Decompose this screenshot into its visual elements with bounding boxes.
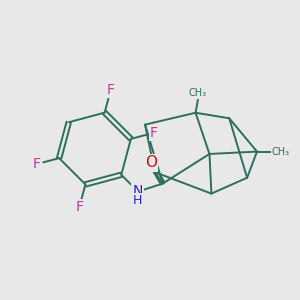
Text: F: F bbox=[107, 83, 115, 97]
Text: F: F bbox=[32, 157, 40, 171]
Text: CH₃: CH₃ bbox=[272, 147, 290, 157]
Text: N: N bbox=[132, 184, 143, 198]
Text: O: O bbox=[145, 155, 157, 170]
Text: F: F bbox=[150, 126, 158, 140]
Text: F: F bbox=[75, 200, 83, 214]
Text: CH₃: CH₃ bbox=[189, 88, 207, 98]
Text: H: H bbox=[133, 194, 142, 207]
